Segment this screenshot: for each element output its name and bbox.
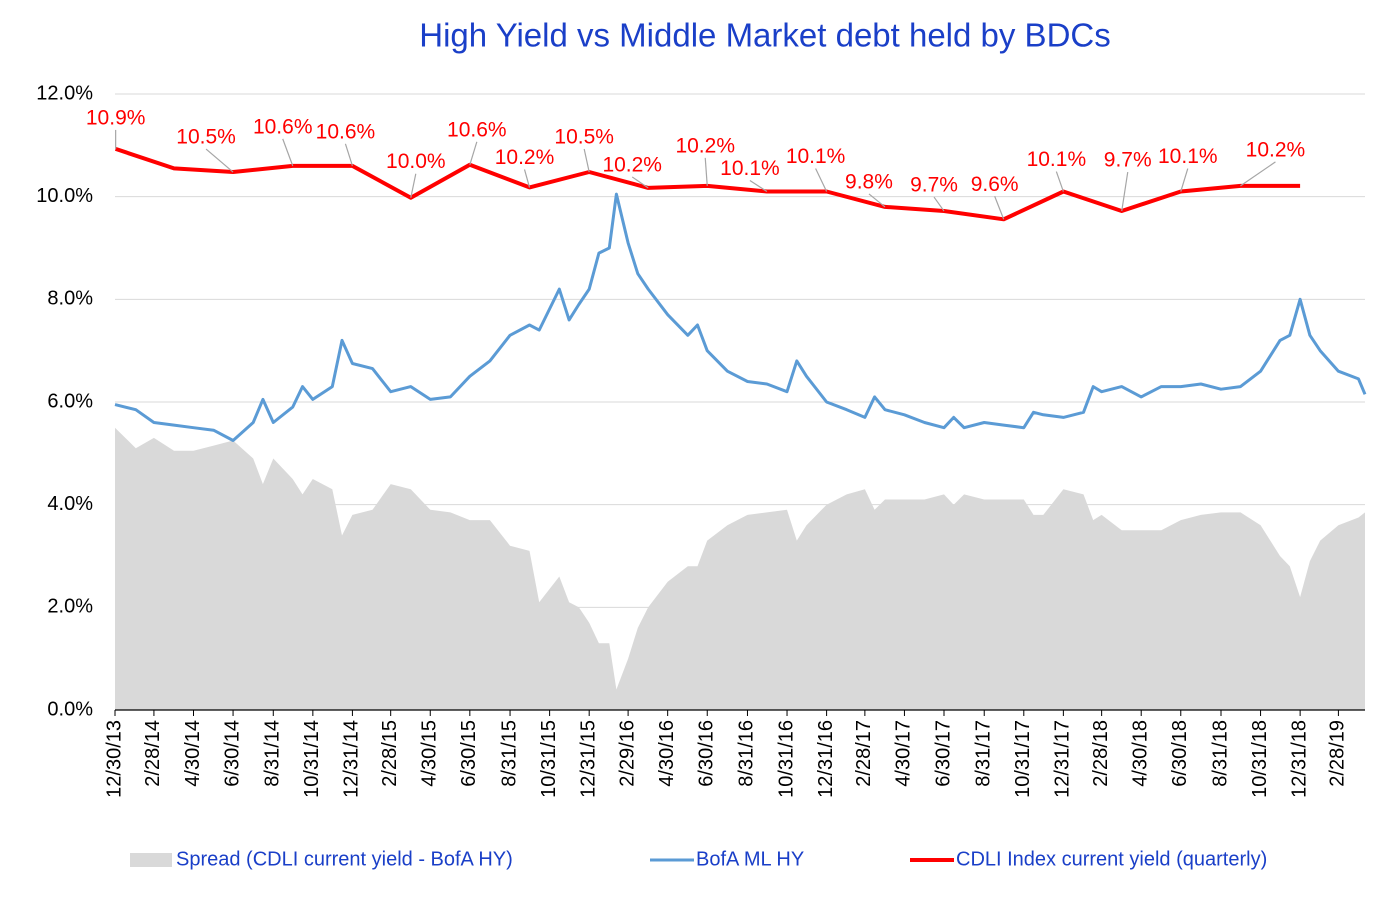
- value-label: 9.8%: [845, 170, 893, 193]
- x-tick-label: 6/30/18: [1169, 720, 1191, 787]
- x-tick-label: 10/31/15: [538, 720, 560, 798]
- leader-line: [583, 148, 590, 173]
- leader-line: [868, 193, 886, 208]
- value-label: 10.1%: [786, 145, 846, 168]
- y-tick-label: 8.0%: [47, 288, 93, 310]
- x-tick-label: 2/28/15: [379, 720, 401, 787]
- legend-label: BofA ML HY: [696, 848, 804, 870]
- x-tick-label: 4/30/16: [656, 720, 678, 787]
- value-label: 10.1%: [1158, 145, 1218, 168]
- legend-label: Spread (CDLI current yield - BofA HY): [176, 848, 513, 870]
- value-label: 10.1%: [1027, 148, 1087, 171]
- series-layer: [114, 147, 1367, 710]
- x-tick-label: 2/29/16: [616, 720, 638, 787]
- x-tick-label: 12/31/16: [815, 720, 837, 798]
- legend-swatch: [130, 853, 172, 867]
- value-label: 10.2%: [495, 146, 555, 169]
- y-tick-label: 12.0%: [36, 82, 93, 104]
- x-tick-label: 2/28/18: [1090, 720, 1112, 787]
- x-tick-label: 4/30/14: [182, 720, 204, 787]
- x-tick-label: 12/31/14: [341, 720, 363, 798]
- line: [114, 147, 1301, 222]
- x-tick-label: 6/30/17: [932, 720, 954, 787]
- y-tick-label: 6.0%: [47, 390, 93, 412]
- chart-title: High Yield vs Middle Market debt held by…: [419, 17, 1111, 54]
- legend-label: CDLI Index current yield (quarterly): [956, 848, 1267, 870]
- leader-line: [1055, 171, 1064, 192]
- x-tick-label: 2/28/14: [142, 720, 164, 787]
- x-tick-label: 10/31/17: [1012, 720, 1034, 798]
- x-tick-label: 4/30/15: [419, 720, 441, 787]
- x-tick-label: 12/30/13: [103, 720, 125, 798]
- value-label: 10.6%: [316, 120, 376, 143]
- leader-line: [1121, 171, 1129, 212]
- x-tick-label: 10/31/18: [1249, 720, 1271, 798]
- x-tick-label: 8/31/16: [736, 720, 758, 787]
- leader-line: [749, 180, 768, 193]
- value-label: 10.2%: [675, 134, 735, 157]
- value-label: 10.6%: [253, 115, 313, 138]
- leader-line: [469, 141, 478, 166]
- leader-line: [282, 138, 294, 167]
- value-label: 10.6%: [447, 118, 507, 141]
- value-label: 10.2%: [1246, 138, 1306, 161]
- x-tick-label: 12/31/17: [1052, 720, 1074, 798]
- x-tick-label: 6/30/14: [221, 720, 243, 787]
- value-label: 10.5%: [176, 126, 236, 149]
- x-tick-label: 8/31/18: [1209, 720, 1231, 787]
- area: [115, 427, 1365, 710]
- leader-line: [994, 196, 1005, 220]
- leader-line: [523, 169, 531, 188]
- value-label: 9.7%: [910, 174, 958, 197]
- value-label: 10.2%: [602, 153, 662, 176]
- value-label: 9.6%: [971, 173, 1019, 196]
- x-tick-label: 6/30/16: [696, 720, 718, 787]
- x-tick-label: 12/31/15: [577, 720, 599, 798]
- x-tick-label: 6/30/15: [458, 720, 480, 787]
- y-tick-label: 0.0%: [47, 698, 93, 720]
- leader-line: [704, 157, 708, 186]
- y-tick-label: 10.0%: [36, 185, 93, 207]
- leader-line: [631, 176, 649, 189]
- y-tick-label: 2.0%: [47, 596, 93, 618]
- leader-line: [344, 143, 353, 167]
- x-tick-label: 8/31/14: [262, 720, 284, 787]
- x-tick-label: 12/31/18: [1288, 720, 1310, 798]
- x-tick-label: 2/28/17: [853, 720, 875, 787]
- leader-line: [205, 148, 234, 173]
- value-label: 10.9%: [86, 106, 146, 129]
- x-tick-label: 10/31/14: [301, 720, 323, 798]
- leader-line: [1240, 161, 1276, 187]
- value-label: 10.5%: [554, 126, 614, 149]
- x-tick-label: 4/30/17: [893, 720, 915, 787]
- x-tick-label: 8/31/17: [973, 720, 995, 787]
- line: [114, 192, 1367, 442]
- y-tick-label: 4.0%: [47, 493, 93, 515]
- leader-line: [933, 196, 945, 212]
- x-tick-label: 2/28/19: [1327, 720, 1349, 787]
- leader-line: [1180, 168, 1189, 192]
- x-tick-label: 4/30/18: [1129, 720, 1151, 787]
- leader-line: [815, 168, 828, 192]
- x-tick-label: 10/31/16: [775, 720, 797, 798]
- x-tick-label: 8/31/15: [498, 720, 520, 787]
- value-label: 10.0%: [386, 150, 446, 173]
- value-label: 10.1%: [720, 157, 780, 180]
- value-label: 9.7%: [1104, 149, 1152, 172]
- leader-line: [410, 173, 417, 198]
